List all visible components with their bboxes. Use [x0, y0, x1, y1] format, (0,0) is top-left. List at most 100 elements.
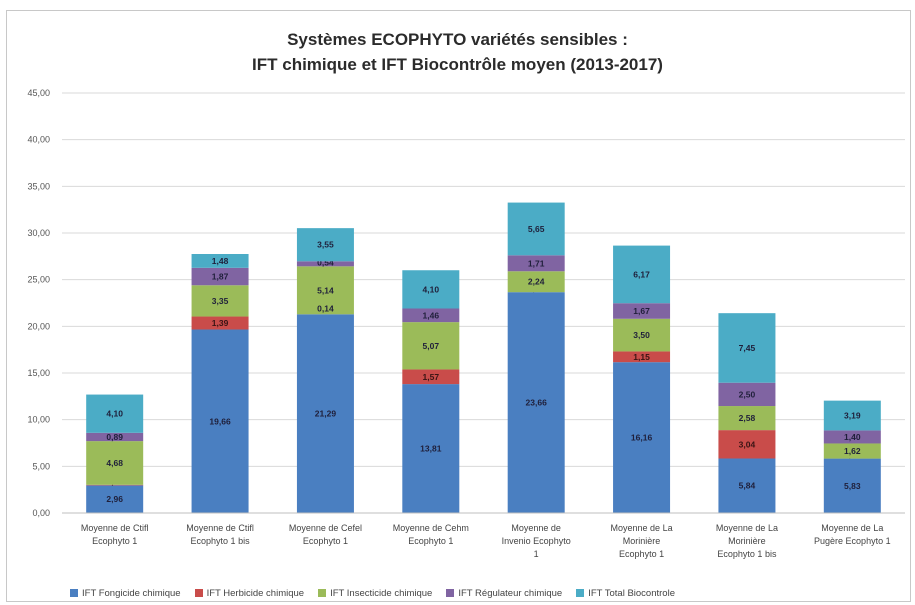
data-label: 19,66 [209, 416, 231, 426]
bar-segment [191, 316, 249, 330]
bar-segment [86, 394, 144, 433]
legend-label: IFT Régulateur chimique [458, 587, 563, 599]
chart-legend: IFT Fongicide chimique IFT Herbicide chim… [70, 584, 675, 602]
data-label: 5,07 [423, 341, 440, 351]
bar-segment [402, 270, 460, 309]
legend-item: IFT Fongicide chimique [70, 588, 181, 599]
bar-segment [613, 245, 671, 304]
bar-segment [718, 382, 776, 407]
data-label: 2,50 [739, 389, 756, 399]
data-label: 1,71 [528, 258, 545, 268]
y-tick-label: 15,00 [27, 368, 50, 378]
legend-label: IFT Fongicide chimique [82, 587, 181, 599]
data-label: 21,29 [315, 409, 337, 419]
x-category-label: Invenio Ecophyto [502, 536, 571, 546]
x-category-label: Ecophyto 1 [303, 536, 348, 546]
data-label: 0,54 [317, 257, 334, 267]
bar-segment [507, 202, 565, 256]
legend-swatch [70, 589, 78, 597]
bar-segment [191, 285, 249, 317]
y-tick-label: 0,00 [32, 508, 50, 518]
bar-segment [296, 228, 354, 262]
y-tick-label: 45,00 [27, 88, 50, 98]
bar-segment [823, 458, 881, 513]
bar-segment [296, 266, 354, 315]
legend-swatch [318, 589, 327, 597]
legend-swatch [194, 589, 203, 597]
data-label: 0,89 [106, 432, 123, 442]
bar-segment [718, 313, 776, 383]
y-tick-label: 40,00 [27, 135, 50, 145]
bar-segment [296, 261, 354, 267]
data-label: 3,55 [317, 240, 334, 250]
chart-title-line2: IFT chimique et IFT Biocontrôle moyen (2… [252, 55, 663, 74]
legend-item: IFT Total Biocontrole [576, 588, 675, 599]
data-label: 13,81 [420, 444, 442, 454]
x-category-label: Moyenne de La [821, 523, 883, 533]
bar-segment [402, 308, 460, 323]
legend-label: IFT Total Biocontrole [588, 587, 675, 599]
data-label: 3,04 [739, 439, 756, 449]
x-category-label: Morinière [728, 536, 766, 546]
bar-segment [191, 267, 249, 286]
x-category-label: Moyenne de Cefel [289, 523, 362, 533]
x-category-label: Moyenne de La [716, 523, 778, 533]
x-category-label: Moyenne de La [611, 523, 673, 533]
bar-segment [86, 441, 144, 485]
legend-item: IFT Régulateur chimique [446, 588, 562, 599]
data-label: 6,17 [633, 269, 650, 279]
data-label: 1,62 [844, 446, 861, 456]
x-category-label: Ecophyto 1 bis [191, 536, 251, 546]
legend-swatch [446, 589, 455, 597]
bar-segment [718, 430, 776, 459]
bar-segment [402, 384, 460, 513]
bar-segment [402, 322, 460, 370]
x-category-label: Ecophyto 1 bis [717, 549, 777, 559]
bar-segment [507, 292, 565, 513]
bar-segment [718, 406, 776, 431]
bar-segment [191, 329, 249, 513]
bar-segment [507, 255, 565, 272]
data-label: 5,14 [317, 285, 334, 295]
x-category-label: Ecophyto 1 [408, 536, 453, 546]
data-label: 1,40 [844, 432, 861, 442]
data-label: 2,24 [528, 277, 545, 287]
bar-segment [823, 400, 881, 431]
data-label: 5,65 [528, 224, 545, 234]
x-category-label: Morinière [623, 536, 661, 546]
legend-item: IFT Herbicide chimique [194, 588, 304, 599]
bar-segment [823, 430, 881, 444]
data-label: 4,68 [106, 458, 123, 468]
x-category-label: Pugère Ecophyto 1 [814, 536, 891, 546]
legend-item: IFT Insecticide chimique [318, 588, 432, 599]
bar-segment [613, 351, 671, 363]
legend-swatch [576, 589, 585, 597]
y-tick-label: 5,00 [32, 461, 50, 471]
x-category-label: Moyenne de Ctifl [81, 523, 149, 533]
data-label: 1,67 [633, 306, 650, 316]
data-label: 1,57 [423, 372, 440, 382]
x-category-label: 1 [534, 549, 539, 559]
bar-segment [613, 318, 671, 352]
y-tick-label: 25,00 [27, 275, 50, 285]
x-category-label: Moyenne de Ctifl [186, 523, 254, 533]
chart-title-line1: Systèmes ECOPHYTO variétés sensibles : [287, 30, 628, 49]
y-tick-label: 10,00 [27, 415, 50, 425]
data-label: 1,15 [633, 352, 650, 362]
data-label: 7,45 [739, 343, 756, 353]
bar-segment [402, 369, 460, 385]
data-label: 1,87 [212, 272, 229, 282]
bar-segment [613, 362, 671, 513]
x-category-label: Ecophyto 1 [92, 536, 137, 546]
x-category-label: Moyenne de [511, 523, 561, 533]
bar-segment [86, 432, 144, 442]
bar-segment [507, 271, 565, 293]
y-tick-label: 35,00 [27, 181, 50, 191]
bar-segment [191, 254, 249, 268]
data-label: 3,35 [212, 296, 229, 306]
data-label: 5,83 [844, 481, 861, 491]
data-label: 1,46 [423, 310, 440, 320]
bar-segment [718, 458, 776, 513]
data-label: 5,84 [739, 481, 756, 491]
